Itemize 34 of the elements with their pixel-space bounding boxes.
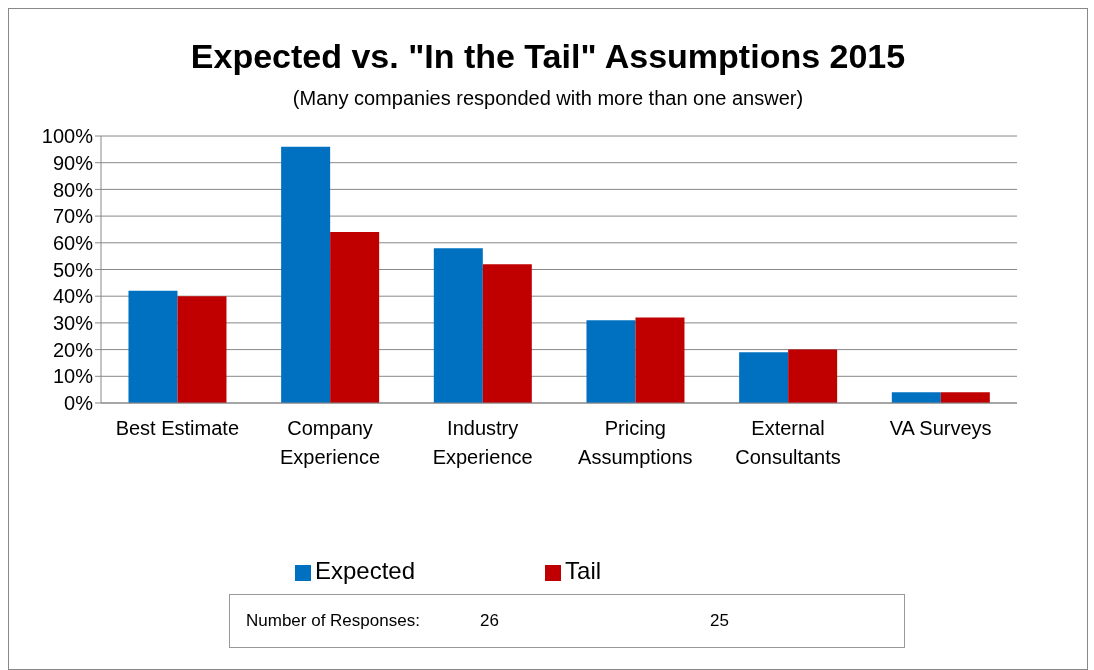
bar: [482, 264, 532, 403]
bar: [635, 317, 685, 403]
bar: [433, 248, 483, 403]
y-tick-label: 50%: [52, 258, 94, 281]
bar: [739, 352, 789, 403]
bar: [586, 320, 636, 403]
bar: [330, 232, 380, 403]
y-tick-label: 100%: [41, 125, 94, 148]
bar: [128, 290, 178, 403]
x-tick-label: External Consultants: [735, 417, 841, 468]
x-tick-label: Company Experience: [279, 417, 381, 468]
chart-title: Expected vs. "In the Tail" Assumptions 2015: [189, 37, 907, 76]
bar: [177, 296, 227, 403]
x-tick-label: Pricing Assumptions: [578, 417, 693, 468]
x-tick-label: VA Surveys: [889, 417, 992, 439]
y-tick-label: 60%: [52, 231, 94, 254]
y-tick-label: 70%: [52, 205, 94, 228]
y-tick-label: 10%: [52, 365, 94, 388]
y-tick-label: 30%: [52, 312, 94, 334]
bar: [788, 349, 838, 403]
y-tick-label: 90%: [52, 151, 94, 174]
y-tick-label: 0%: [64, 392, 94, 415]
response-table: Number of Responses: 26 25: [229, 594, 905, 648]
y-tick-label: 20%: [52, 338, 94, 361]
y-tick-label: 80%: [52, 178, 94, 201]
bar: [940, 392, 990, 403]
y-tick-label: 40%: [52, 285, 94, 308]
x-tick-label: Best Estimate: [115, 417, 240, 439]
chart-subtitle: (Many companies responded with more than one answer): [291, 87, 805, 110]
legend-label: Tail: [565, 557, 602, 584]
x-tick-label: Industry Experience: [432, 417, 533, 468]
bar: [891, 392, 941, 403]
legend-label: Expected: [314, 557, 416, 584]
bar: [281, 146, 331, 403]
